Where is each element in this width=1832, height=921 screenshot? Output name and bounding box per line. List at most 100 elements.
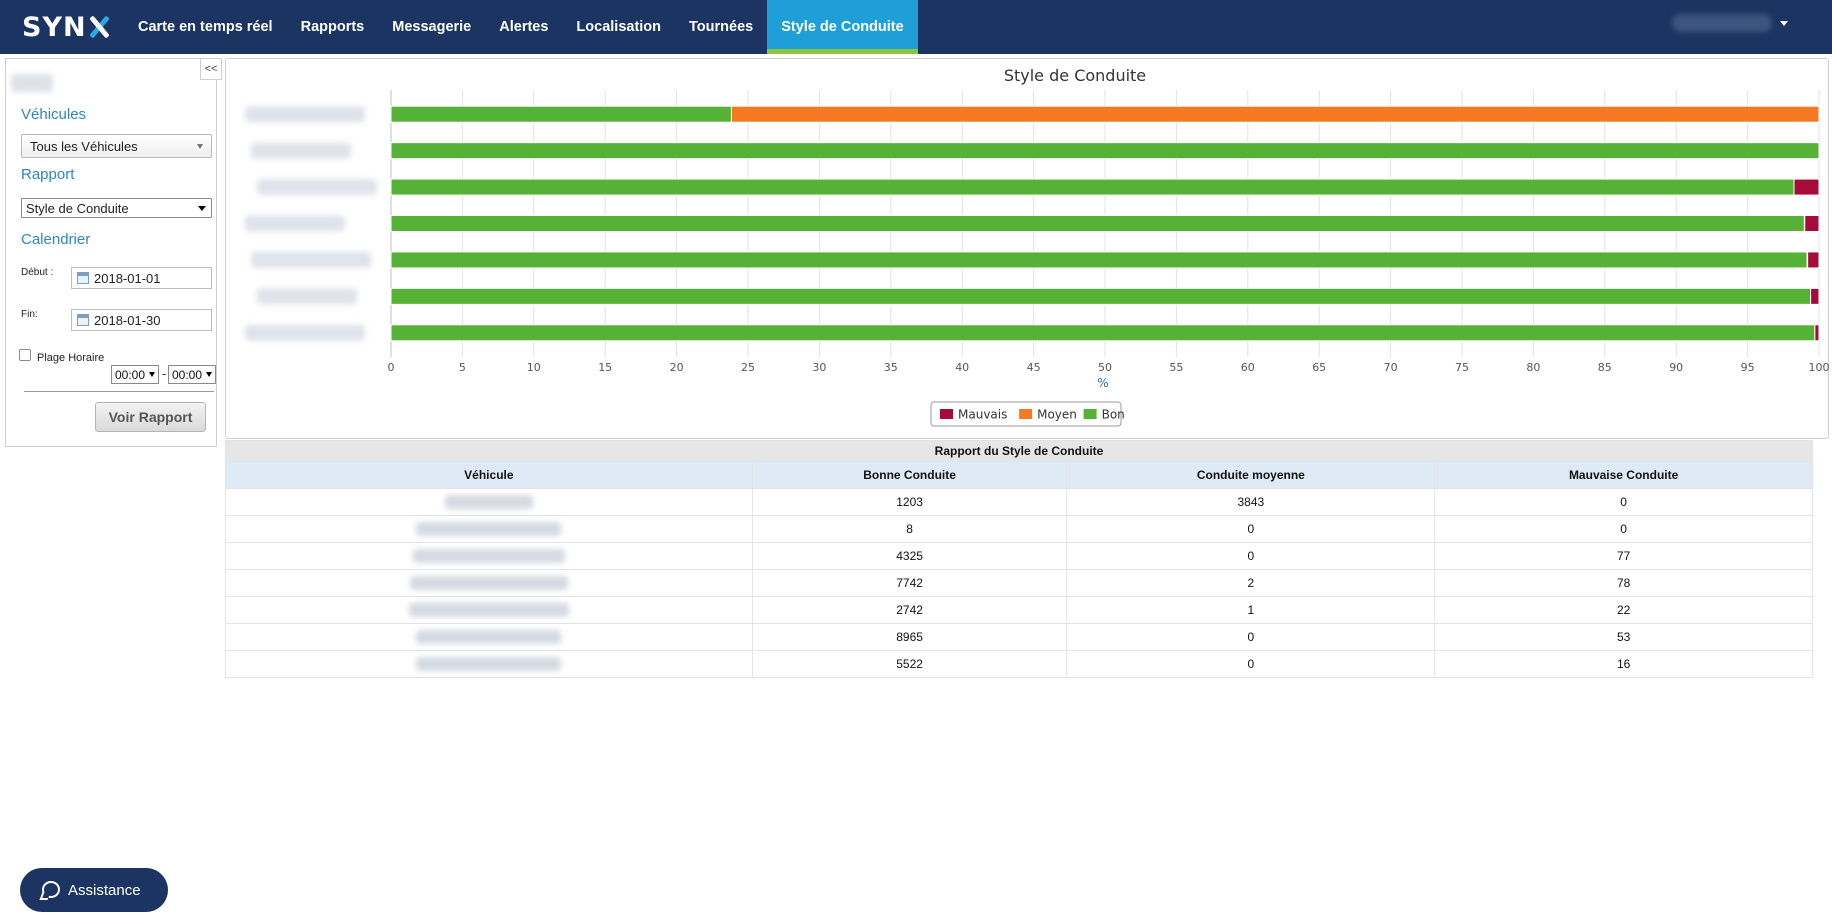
x-tick-label: 55 <box>1169 361 1183 374</box>
start-date-input[interactable]: 2018-01-01 <box>71 267 212 289</box>
vehicle-cell <box>225 569 753 597</box>
bonne-cell: 5522 <box>751 650 1068 678</box>
bar-bon <box>390 287 1812 305</box>
select-arrow-icon <box>197 144 203 149</box>
vehicle-cell <box>225 596 753 624</box>
voir-rapport-button[interactable]: Voir Rapport <box>95 402 206 432</box>
x-tick-label: 10 <box>527 361 541 374</box>
bar-bon <box>390 105 732 123</box>
calendar-label: Calendrier <box>21 231 91 248</box>
panel-header-blurred <box>11 74 53 92</box>
vehicle-cell <box>225 542 753 570</box>
nav-item-tournees[interactable]: Tournées <box>689 19 754 35</box>
x-tick-label: 60 <box>1241 361 1255 374</box>
start-date-value: 2018-01-01 <box>94 270 161 286</box>
assistance-button[interactable]: Assistance <box>20 868 168 912</box>
nav-item-messagerie[interactable]: Messagerie <box>392 19 472 35</box>
x-tick-label: 50 <box>1098 361 1112 374</box>
bar-mauvais <box>1807 251 1820 269</box>
moyenne-cell: 3843 <box>1066 488 1436 516</box>
vehicle-name-blurred <box>444 495 533 510</box>
bar-moyen <box>730 105 1820 123</box>
bar-mauvais <box>1793 178 1820 196</box>
x-tick-label: 45 <box>1027 361 1041 374</box>
time-range-checkbox[interactable] <box>19 349 31 361</box>
top-navbar: SYN Carte en temps réel Rapports Message… <box>0 0 1832 54</box>
table-row: 1203 3843 0 <box>225 488 1813 516</box>
mauvaise-cell: 53 <box>1434 623 1813 651</box>
nav-item-localisation[interactable]: Localisation <box>576 19 662 35</box>
moyenne-cell: 0 <box>1066 623 1436 651</box>
legend-swatch-mauvais <box>940 409 953 419</box>
calendar-icon[interactable] <box>77 314 89 326</box>
main-nav: Carte en temps réel Rapports Messagerie … <box>124 0 919 54</box>
calendar-icon[interactable] <box>77 272 89 284</box>
bar-bon <box>390 142 1820 160</box>
app-logo[interactable]: SYN <box>22 11 110 43</box>
x-tick-label: 95 <box>1741 361 1755 374</box>
y-category-label-blurred <box>245 106 365 123</box>
col-header-conduite-moyenne: Conduite moyenne <box>1066 461 1436 489</box>
nav-item-style-de-conduite[interactable]: Style de Conduite <box>767 0 919 54</box>
moyenne-cell: 0 <box>1066 542 1436 570</box>
bar-bon <box>390 251 1808 269</box>
select-arrow-icon <box>206 372 212 377</box>
col-header-bonne-conduite: Bonne Conduite <box>751 461 1068 489</box>
end-date-input[interactable]: 2018-01-30 <box>71 309 212 331</box>
table-row: 7742 2 78 <box>225 569 1813 597</box>
x-tick-label: 100 <box>1809 361 1830 374</box>
bar-mauvais <box>1804 215 1820 232</box>
table-row: 2742 1 22 <box>225 596 1813 624</box>
x-tick-label: 15 <box>598 361 612 374</box>
chat-bubble-icon <box>42 881 60 898</box>
x-tick-label: 80 <box>1526 361 1540 374</box>
end-date-label: Fin: <box>21 309 38 320</box>
bar-mauvais <box>1814 324 1820 342</box>
mauvaise-cell: 0 <box>1434 515 1813 543</box>
nav-item-alertes[interactable]: Alertes <box>499 19 549 35</box>
bonne-cell: 7742 <box>751 569 1068 597</box>
logo-text: SYN <box>22 11 87 43</box>
mauvaise-cell: 78 <box>1434 569 1813 597</box>
col-header-vehicule: Véhicule <box>225 461 753 489</box>
user-menu[interactable] <box>1672 12 1792 34</box>
time-to-select[interactable]: 00:00 <box>168 365 216 384</box>
table-caption-row: Rapport du Style de Conduite <box>225 440 1813 462</box>
vehicle-name-blurred <box>409 576 568 591</box>
select-arrow-icon <box>149 372 155 377</box>
bonne-cell: 8 <box>751 515 1068 543</box>
report-select[interactable]: Style de Conduite <box>21 198 212 218</box>
select-arrow-icon <box>198 206 206 211</box>
vehicles-select[interactable]: Tous les Véhicules <box>21 134 212 158</box>
time-from-select[interactable]: 00:00 <box>111 365 159 384</box>
report-select-value: Style de Conduite <box>26 200 129 216</box>
moyenne-cell: 2 <box>1066 569 1436 597</box>
time-separator: - <box>162 366 167 381</box>
collapse-panel-button[interactable]: << <box>200 58 222 80</box>
y-category-label-blurred <box>257 179 377 196</box>
legend-swatch-bon <box>1083 409 1097 419</box>
start-date-label: Début : <box>21 267 54 278</box>
driving-style-table: Rapport du Style de Conduite Véhicule Bo… <box>225 440 1813 678</box>
mauvaise-cell: 0 <box>1434 488 1813 516</box>
panel-divider <box>24 391 214 392</box>
table-row: 8965 0 53 <box>225 623 1813 651</box>
nav-item-carte-temps-reel[interactable]: Carte en temps réel <box>138 19 273 35</box>
moyenne-cell: 1 <box>1066 596 1436 624</box>
legend-swatch-moyen <box>1019 409 1033 419</box>
bar-bon <box>390 178 1795 196</box>
x-tick-label: 90 <box>1669 361 1683 374</box>
x-tick-label: 70 <box>1384 361 1398 374</box>
table-header-row: Véhicule Bonne Conduite Conduite moyenne… <box>225 461 1813 489</box>
legend-label-moyen: Moyen <box>1037 408 1077 422</box>
y-category-label-blurred <box>257 288 357 305</box>
table-caption: Rapport du Style de Conduite <box>225 440 1813 462</box>
table-row: 5522 0 16 <box>225 650 1813 678</box>
moyenne-cell: 0 <box>1066 650 1436 678</box>
bonne-cell: 8965 <box>751 623 1068 651</box>
bonne-cell: 2742 <box>751 596 1068 624</box>
moyenne-cell: 0 <box>1066 515 1436 543</box>
nav-item-rapports[interactable]: Rapports <box>300 19 365 35</box>
vehicle-name-blurred <box>416 657 562 672</box>
vehicle-cell <box>225 650 753 678</box>
